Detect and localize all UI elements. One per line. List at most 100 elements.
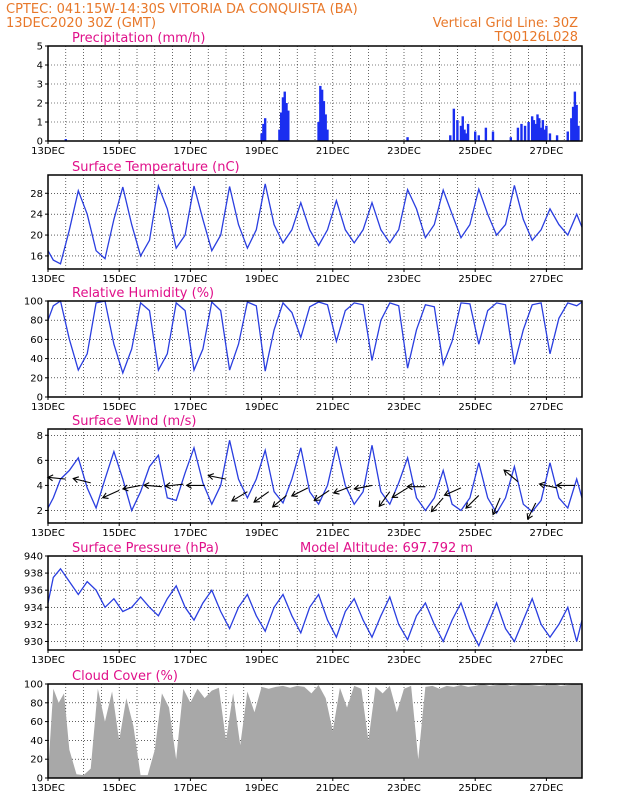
panel-wind: 2 4 6 8 13DEC 15DEC 17DEC 19DEC 21DEC 23DEC 25DEC 2…: [31, 414, 583, 539]
precip-bar: [324, 114, 327, 141]
x-tick-label: 19DEC: [245, 146, 279, 157]
wind-arrow-head: [555, 481, 563, 489]
precip-bar: [516, 127, 520, 141]
y-tick-label: 60: [30, 717, 43, 728]
wind-arrow-shaft: [503, 469, 519, 483]
x-tick-label: 25DEC: [458, 655, 492, 666]
x-tick-label: 17DEC: [174, 528, 208, 539]
wind-arrow-shaft: [333, 486, 351, 494]
wind-arrow-shaft: [465, 495, 480, 509]
wind-arrow: [465, 495, 480, 509]
precip-bar: [477, 135, 480, 141]
wind-arrow-shaft: [527, 502, 537, 520]
panel-precip: 0 1 2 3 4 5 13DEC 15DEC 17DEC 19DEC 21DEC 23DEC 25DE…: [31, 31, 583, 157]
precip-bar: [474, 131, 477, 141]
wind-arrow: [443, 487, 462, 497]
x-tick-label: 17DEC: [174, 783, 208, 794]
wind-arrow-shaft: [102, 489, 120, 499]
wind-arrow-shaft: [208, 475, 227, 480]
x-tick-label: 15DEC: [102, 783, 136, 794]
panel-frame: [47, 428, 583, 524]
wind-arrow: [526, 502, 537, 521]
rh-line: [47, 299, 583, 376]
wind-arrow: [121, 484, 141, 492]
precip-bar: [263, 118, 267, 141]
wind-arrow-head: [207, 473, 215, 480]
precip-bar: [461, 116, 464, 141]
wind-arrow-shaft: [354, 484, 373, 490]
precip-bar: [555, 135, 559, 141]
x-tick-label: 19DEC: [245, 274, 279, 285]
x-tick-label: 13DEC: [31, 783, 65, 794]
x-tick-label: 15DEC: [102, 146, 136, 157]
header-model-code: TQ0126L028: [494, 30, 578, 45]
panel-title: Cloud Cover (%): [72, 669, 178, 684]
x-tick-label: 23DEC: [387, 274, 421, 285]
x-tick-label: 17DEC: [174, 402, 208, 413]
y-tick-label: 6: [37, 456, 43, 467]
precip-bar: [545, 125, 548, 141]
precip-bar: [64, 139, 67, 141]
x-tick-label: 23DEC: [387, 528, 421, 539]
cloud-area: [48, 684, 582, 778]
precip-bar: [509, 137, 512, 141]
x-tick-label: 21DEC: [316, 783, 350, 794]
wind-arrow: [231, 491, 248, 502]
precip-bar: [406, 137, 409, 141]
wind-arrow-shaft: [47, 476, 66, 480]
wind-arrow: [538, 481, 558, 489]
wind-arrow: [207, 473, 227, 480]
y-tick-label: 0: [37, 393, 43, 404]
y-tick-label: 0: [37, 137, 43, 148]
panel-title: Relative Humidity (%): [72, 286, 214, 301]
y-tick-label: 3: [37, 80, 43, 91]
wind-arrow-shaft: [143, 484, 162, 488]
panel-frame: [47, 300, 583, 398]
precip-bar: [570, 118, 573, 141]
wind-arrow: [555, 481, 575, 489]
precip-bar: [452, 108, 456, 141]
wind-arrow-head: [231, 495, 238, 502]
precip-bar: [283, 91, 286, 141]
x-tick-label: 21DEC: [316, 146, 350, 157]
wind-arrow-shaft: [539, 483, 558, 489]
x-tick-label: 19DEC: [245, 528, 279, 539]
x-tick-label: 13DEC: [31, 402, 65, 413]
wind-arrow-head: [253, 496, 260, 503]
y-tick-label: 2: [37, 99, 43, 110]
panel-cloud: 0 20 40 60 80 100 13DEC 15DEC 17DEC 19DEC 21DEC 23D…: [24, 669, 583, 794]
wind-arrow-head: [526, 513, 533, 521]
panel-extra-label: Model Altitude: 697.792 m: [300, 541, 473, 556]
wind-arrow: [101, 489, 120, 499]
x-tick-label: 21DEC: [316, 402, 350, 413]
x-tick-label: 27DEC: [530, 528, 564, 539]
precip-bar: [577, 125, 580, 141]
wind-arrow-head: [538, 481, 546, 489]
precip-bar: [536, 114, 539, 141]
wind-arrow-shaft: [444, 487, 462, 496]
wind-arrow: [332, 486, 351, 495]
panel-frame: [47, 555, 583, 651]
wind-arrow: [353, 484, 373, 492]
temp-line: [47, 183, 583, 265]
x-tick-label: 21DEC: [316, 274, 350, 285]
wind-arrow-shaft: [291, 487, 309, 497]
precip-bar: [523, 125, 527, 141]
wind-arrow: [491, 497, 501, 516]
y-tick-label: 100: [24, 297, 43, 308]
precip-bar: [322, 101, 326, 141]
precip-bar: [260, 133, 263, 141]
precip-bar: [459, 125, 463, 141]
x-tick-label: 19DEC: [245, 783, 279, 794]
panel-rh: 0 20 40 60 80 100 13DEC 15DEC 17DEC 19DEC 21DEC 23D…: [24, 286, 583, 413]
x-tick-label: 23DEC: [387, 146, 421, 157]
wind-arrow: [271, 495, 287, 508]
x-tick-label: 25DEC: [458, 528, 492, 539]
wind-arrow-head: [491, 508, 499, 516]
x-tick-label: 15DEC: [102, 655, 136, 666]
precip-bar: [285, 103, 288, 141]
wind-arrow-head: [503, 469, 510, 476]
y-tick-label: 24: [30, 210, 43, 221]
precip-bar: [281, 97, 285, 141]
precip-bar: [466, 123, 470, 141]
